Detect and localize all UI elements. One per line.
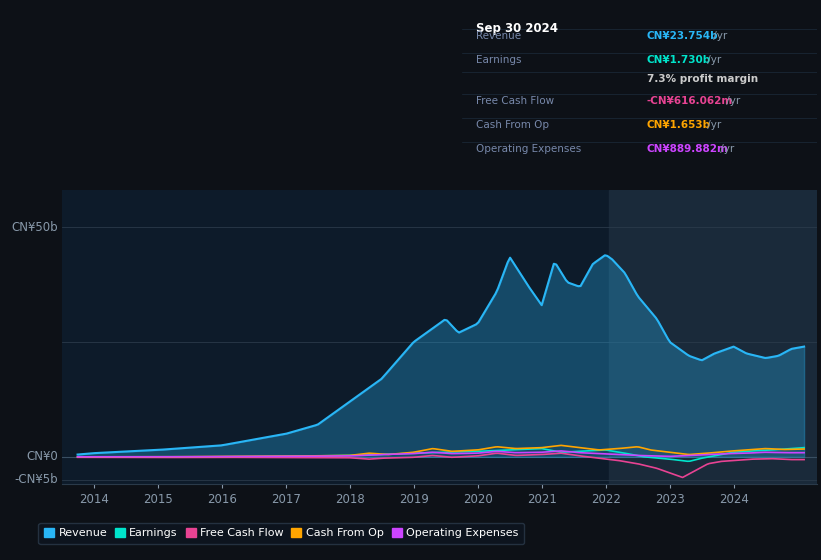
Text: -CN¥616.062m: -CN¥616.062m <box>647 96 733 106</box>
Text: Free Cash Flow: Free Cash Flow <box>476 96 554 106</box>
Text: /yr: /yr <box>723 96 741 106</box>
Text: Revenue: Revenue <box>476 31 521 41</box>
Text: -CN¥5b: -CN¥5b <box>14 473 57 486</box>
Text: /yr: /yr <box>704 55 722 65</box>
Text: CN¥0: CN¥0 <box>26 450 57 463</box>
Legend: Revenue, Earnings, Free Cash Flow, Cash From Op, Operating Expenses: Revenue, Earnings, Free Cash Flow, Cash … <box>39 523 524 544</box>
Text: Operating Expenses: Operating Expenses <box>476 143 581 153</box>
Text: CN¥50b: CN¥50b <box>11 221 57 234</box>
Text: CN¥1.730b: CN¥1.730b <box>647 55 711 65</box>
Text: /yr: /yr <box>717 143 734 153</box>
Bar <box>609 190 821 484</box>
Text: CN¥1.653b: CN¥1.653b <box>647 120 711 130</box>
Text: /yr: /yr <box>710 31 727 41</box>
Text: /yr: /yr <box>704 120 722 130</box>
Text: CN¥889.882m: CN¥889.882m <box>647 143 728 153</box>
Text: Earnings: Earnings <box>476 55 522 65</box>
Text: Cash From Op: Cash From Op <box>476 120 549 130</box>
Text: CN¥23.754b: CN¥23.754b <box>647 31 718 41</box>
Text: 7.3% profit margin: 7.3% profit margin <box>647 73 758 83</box>
Text: Sep 30 2024: Sep 30 2024 <box>476 22 558 35</box>
